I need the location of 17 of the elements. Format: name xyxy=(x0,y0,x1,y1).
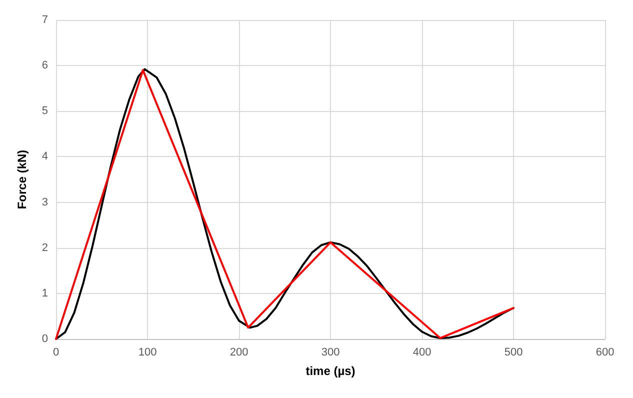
x-tick-label: 100 xyxy=(138,346,157,358)
y-tick-label: 7 xyxy=(42,14,48,26)
x-tick-label: 600 xyxy=(596,346,614,358)
x-tick-label: 200 xyxy=(230,346,248,358)
y-tick-label: 3 xyxy=(42,196,48,208)
y-tick-label: 4 xyxy=(42,150,48,163)
y-tick-label: 1 xyxy=(42,287,48,300)
y-tick-label: 6 xyxy=(42,60,48,72)
x-tick-label: 400 xyxy=(412,346,432,358)
y-axis-title: Force (kN) xyxy=(15,150,29,210)
y-tick-label: 0 xyxy=(42,333,48,345)
x-tick-label: 0 xyxy=(52,346,60,358)
y-tick-label: 5 xyxy=(42,105,48,118)
x-axis-title: time (µs) xyxy=(306,364,356,378)
y-tick-label: 2 xyxy=(42,242,48,254)
x-tick-label: 500 xyxy=(504,346,523,358)
x-tick-label: 300 xyxy=(321,346,340,358)
